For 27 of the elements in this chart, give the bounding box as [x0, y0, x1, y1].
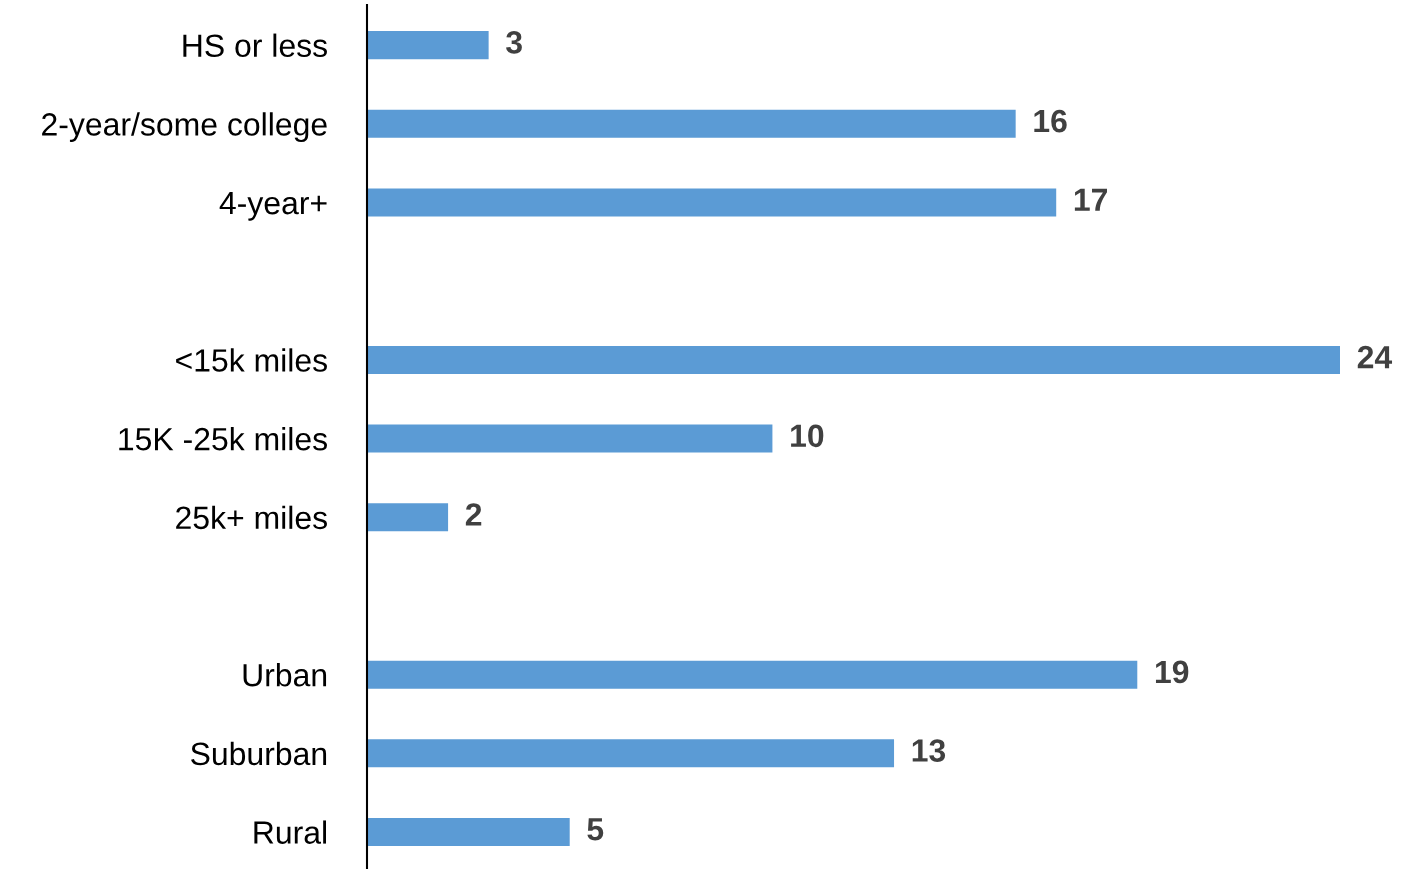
y-tick-label: Urban	[243, 663, 327, 687]
y-tick-label: Rural	[254, 820, 326, 844]
y-tick-label: 2-year/some college	[42, 112, 327, 143]
data-label: 2	[465, 503, 482, 526]
data-label: 3	[506, 31, 522, 54]
data-label: 13	[912, 739, 946, 762]
bar	[367, 31, 489, 60]
data-label: 17	[1074, 188, 1107, 211]
y-tick-label: Suburban	[191, 741, 327, 766]
bar	[367, 660, 1138, 689]
y-tick-label: 25k+ miles	[176, 505, 327, 530]
bar	[367, 188, 1057, 217]
data-label: 24	[1357, 345, 1393, 369]
y-tick-label: <15k miles	[176, 348, 327, 372]
bar	[367, 739, 895, 768]
bar	[367, 424, 773, 453]
data-label: 16	[1034, 109, 1067, 133]
bar	[367, 503, 449, 532]
y-tick-label: HS or less	[183, 33, 327, 58]
data-label: 5	[587, 818, 604, 841]
bar	[367, 345, 1340, 374]
bar	[367, 818, 570, 847]
y-tick-label: 4-year+	[219, 192, 327, 221]
data-label: 19	[1155, 660, 1189, 684]
bar	[367, 109, 1016, 138]
data-label: 10	[791, 424, 824, 448]
y-tick-label: 15K -25k miles	[119, 427, 327, 451]
